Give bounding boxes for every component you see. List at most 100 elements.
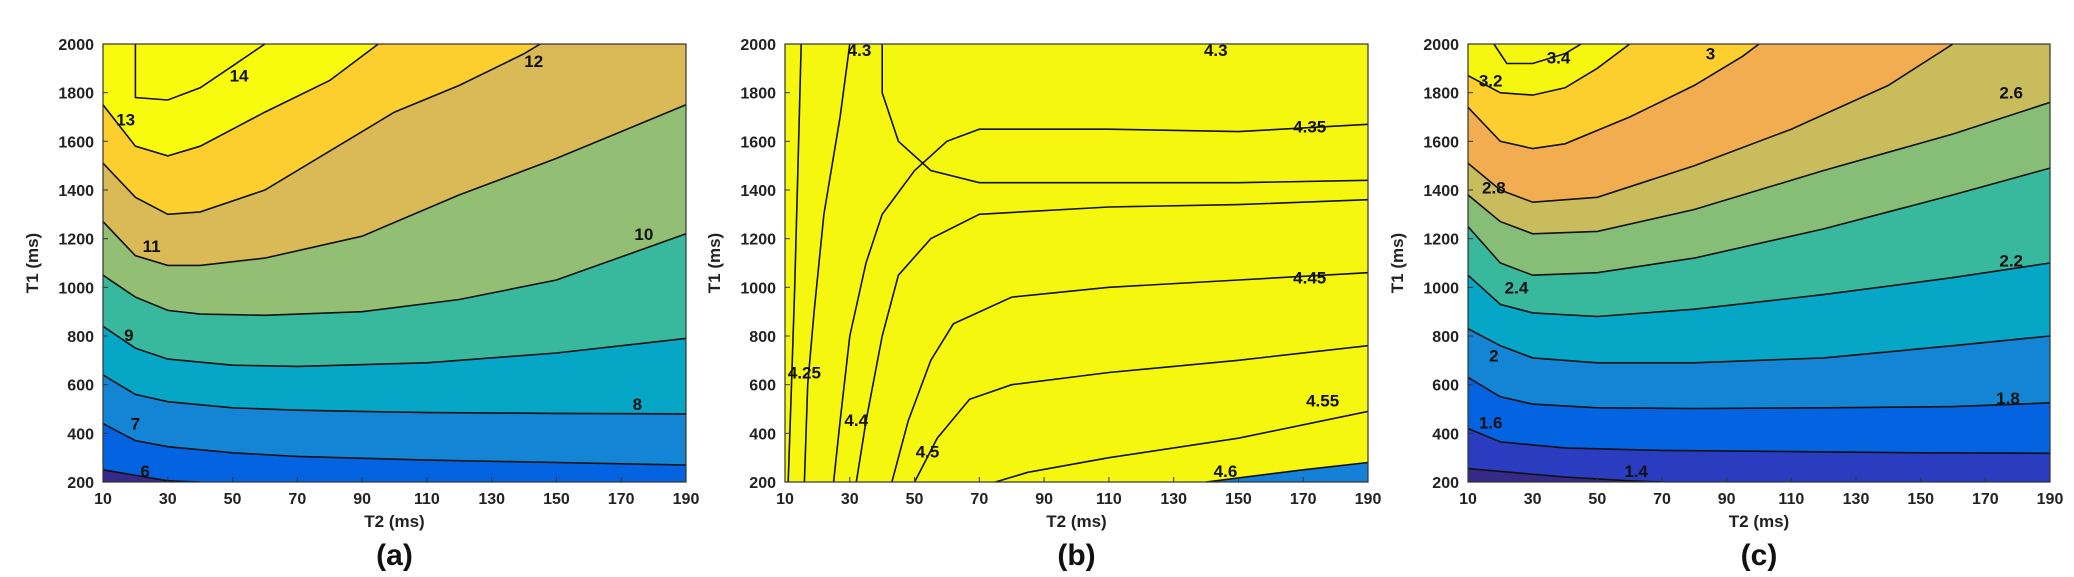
x-tick-label-c-30: 30 (1524, 491, 1542, 508)
x-tick-label-a-30: 30 (159, 491, 177, 508)
plot-frame-a (102, 43, 687, 483)
x-tick-label-b-90: 90 (1035, 491, 1053, 508)
panel-label-b: (b) (1057, 539, 1095, 572)
contour-label-b-8: 4.6 (1214, 462, 1238, 481)
contour-line-a-11 (103, 104, 686, 267)
band-a-14 (135, 44, 265, 100)
x-tick-label-c-90: 90 (1718, 491, 1736, 508)
y-tick-label-b-200: 200 (749, 475, 776, 492)
y-tick-label-b-1800: 1800 (740, 86, 776, 103)
x-tick-label-a-90: 90 (353, 491, 371, 508)
y-tick-label-c-400: 400 (1432, 426, 1459, 443)
x-tick-label-b-30: 30 (841, 491, 859, 508)
contour-line-a-8 (103, 374, 686, 415)
y-tick-label-c-1600: 1600 (1423, 134, 1459, 151)
contour-line-a-10 (103, 233, 686, 317)
contour-line-b-4.6 (995, 410, 1368, 482)
x-tick-label-b-130: 130 (1160, 491, 1187, 508)
x-tick-label-a-50: 50 (224, 491, 242, 508)
y-tick-label-b-1600: 1600 (740, 134, 776, 151)
contour-line-c-2.8 (1468, 44, 1954, 204)
contour-label-c-5: 2.4 (1505, 278, 1529, 297)
contour-label-c-6: 2.6 (1999, 84, 2023, 103)
plot-area-a: 6 7 8 9 10 11 12 13 14 (103, 44, 686, 482)
contour-line-a-7 (103, 422, 686, 466)
contour-line-b-4.35 (881, 44, 1368, 184)
y-tick-label-b-400: 400 (749, 426, 776, 443)
contour-line-c-3.2 (1468, 44, 1631, 96)
band-b-4.65 (785, 44, 1368, 482)
plot-area-b: 4.3 4.3 4.35 4.45 4.25 4.55 4.4 4.5 4.6 (785, 41, 1368, 482)
contour-line-c-1.8 (1468, 376, 2050, 410)
x-tick-label-b-70: 70 (970, 491, 988, 508)
x-tick-label-b-10: 10 (776, 491, 794, 508)
contour-label-c-8: 3 (1706, 45, 1715, 64)
contour-label-b-1: 4.3 (1204, 41, 1228, 60)
contour-label-a-6: 12 (524, 52, 543, 71)
y-tick-label-c-2000: 2000 (1423, 37, 1459, 54)
contour-label-a-4: 10 (634, 225, 653, 244)
contour-label-a-3: 9 (124, 326, 133, 345)
x-tick-label-b-170: 170 (1290, 491, 1317, 508)
y-tick-label-b-1000: 1000 (740, 280, 776, 297)
x-axis-label-a: T2 (ms) (364, 512, 424, 531)
contour-line-a-13 (103, 44, 379, 157)
y-tick-label-a-2000: 2000 (58, 37, 94, 54)
y-tick-label-c-800: 800 (1432, 329, 1459, 346)
panel-b: 4.3 4.3 4.35 4.45 4.25 4.55 4.4 4.5 4.6 10 30 50 70 9… (705, 37, 1381, 572)
contour-line-b-4.4 (832, 123, 1368, 482)
x-tick-label-a-130: 130 (478, 491, 505, 508)
band-c-3.4 (1493, 44, 1582, 64)
x-tick-label-c-170: 170 (1972, 491, 1999, 508)
contour-label-c-7: 2.8 (1482, 179, 1506, 198)
y-tick-label-a-1800: 1800 (58, 86, 94, 103)
y-axis-label-b: T1 (ms) (705, 233, 724, 293)
y-tick-label-b-1400: 1400 (740, 183, 776, 200)
x-tick-label-c-130: 130 (1843, 491, 1870, 508)
y-axis-label-a: T1 (ms) (23, 233, 42, 293)
x-tick-label-a-110: 110 (414, 491, 440, 508)
contour-label-c-4: 2.2 (1999, 252, 2023, 271)
y-tick-label-a-1400: 1400 (58, 183, 94, 200)
y-tick-label-c-600: 600 (1432, 378, 1459, 395)
y-tick-label-b-800: 800 (749, 329, 776, 346)
y-tick-label-c-1400: 1400 (1423, 183, 1459, 200)
panel-a: 6 7 8 9 10 11 12 13 14 10 30 50 70 90 110 130 150 170 190 2… (23, 37, 699, 572)
y-axis-label-c: T1 (ms) (1388, 233, 1407, 293)
x-tick-label-a-190: 190 (673, 491, 700, 508)
contour-line-b-4.45 (855, 198, 1368, 482)
contour-label-b-5: 4.55 (1306, 391, 1339, 410)
y-tick-label-c-1800: 1800 (1423, 86, 1459, 103)
y-tick-label-a-600: 600 (67, 378, 94, 395)
y-tick-label-a-1000: 1000 (58, 280, 94, 297)
contour-line-c-3 (1468, 44, 1760, 150)
contour-label-a-1: 7 (131, 415, 140, 434)
x-tick-label-a-150: 150 (543, 491, 570, 508)
contour-label-b-0: 4.3 (848, 41, 872, 60)
panel-label-c: (c) (1741, 539, 1778, 572)
x-tick-label-b-50: 50 (906, 491, 924, 508)
contour-label-a-2: 8 (633, 395, 642, 414)
y-tick-label-a-400: 400 (67, 426, 94, 443)
contour-label-a-8: 14 (230, 67, 249, 86)
x-tick-label-c-110: 110 (1778, 491, 1804, 508)
plot-frame-b (784, 43, 1369, 483)
contour-label-b-6: 4.4 (844, 411, 868, 430)
contour-label-c-10: 3.4 (1547, 48, 1571, 67)
y-tick-label-a-200: 200 (67, 475, 94, 492)
contour-label-c-0: 1.4 (1624, 462, 1648, 481)
contour-line-c-2 (1468, 327, 2050, 364)
contour-line-a-14 (134, 44, 266, 101)
contour-label-a-5: 11 (143, 237, 161, 256)
x-axis-label-c: T2 (ms) (1729, 512, 1789, 531)
contour-label-a-7: 13 (116, 110, 135, 129)
contour-line-b-4.5 (891, 271, 1368, 482)
x-tick-label-b-110: 110 (1096, 491, 1122, 508)
contour-label-c-2: 1.8 (1996, 389, 2020, 408)
x-tick-label-c-150: 150 (1907, 491, 1934, 508)
contour-line-c-2.2 (1468, 262, 2050, 318)
x-tick-label-a-170: 170 (608, 491, 635, 508)
contour-line-b-4.25 (787, 44, 802, 482)
contour-line-b-4.55 (913, 344, 1368, 482)
